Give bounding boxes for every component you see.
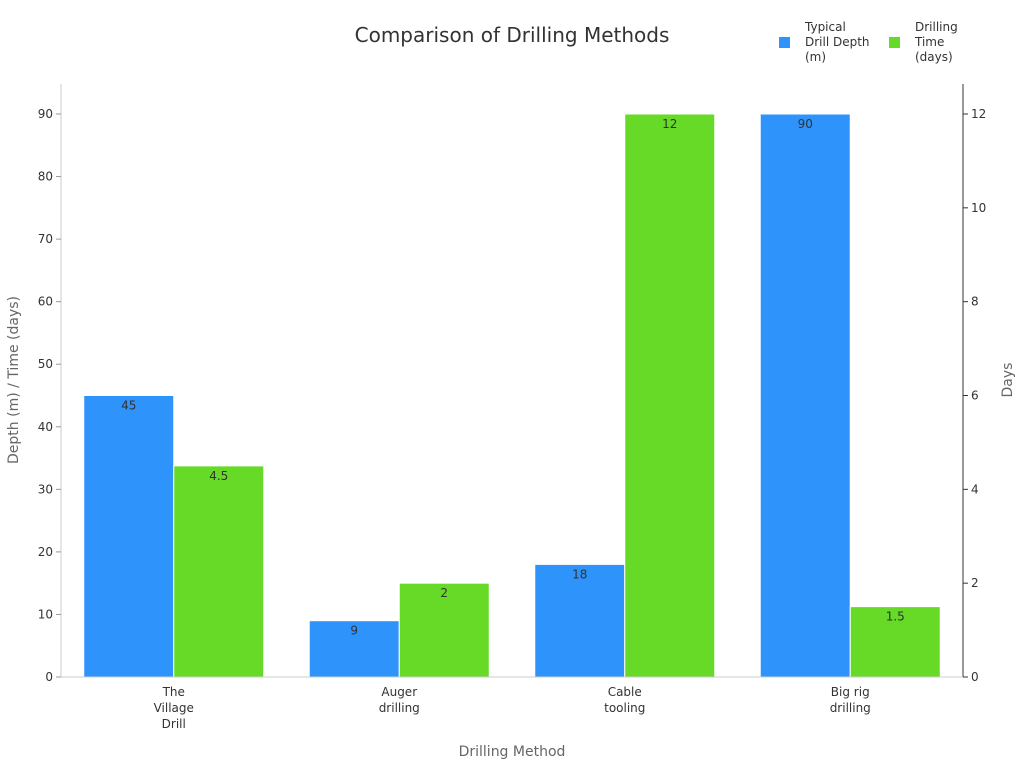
y-tick-label: 50 <box>38 357 53 371</box>
data-labels: 45 4.5 9 2 18 12 90 1.5 <box>121 117 905 638</box>
data-label: 9 <box>350 624 358 638</box>
y-tick-label: 80 <box>38 170 53 184</box>
data-label: 12 <box>662 117 677 131</box>
bar-time <box>849 606 941 678</box>
x-tick-label: Auger drilling <box>379 685 420 715</box>
x-tick-label: Big rig drilling <box>830 685 871 715</box>
chart-title: Comparison of Drilling Methods <box>355 23 670 47</box>
bar-depth <box>83 395 175 678</box>
y-right-tick-label: 6 <box>971 389 979 403</box>
bars <box>83 113 941 678</box>
y-axis-right-title: Days <box>1000 363 1016 398</box>
data-label: 45 <box>121 399 136 413</box>
legend-label: Drilling Time (days) <box>914 20 958 64</box>
data-label: 4.5 <box>209 469 228 483</box>
bar-depth <box>759 113 851 678</box>
data-label: 2 <box>440 586 448 600</box>
y-right-tick-label: 0 <box>971 670 979 684</box>
x-axis-title: Drilling Method <box>459 744 566 760</box>
bar-time <box>173 465 265 678</box>
x-tick-label: The Village Drill <box>154 685 194 731</box>
data-label: 90 <box>798 117 813 131</box>
y-axis-right: 0 2 4 6 8 10 12 <box>962 84 986 684</box>
y-right-tick-label: 12 <box>971 107 986 121</box>
legend-swatch <box>889 37 900 48</box>
y-axis-title: Depth (m) / Time (days) <box>6 296 22 464</box>
y-tick-label: 60 <box>38 295 53 309</box>
bar-depth <box>534 563 626 678</box>
y-right-tick-label: 8 <box>971 295 979 309</box>
y-tick-label: 20 <box>38 545 53 559</box>
y-axis-left: 0 10 20 30 40 50 60 70 80 90 <box>38 84 62 684</box>
bar-depth <box>308 620 400 678</box>
x-axis: The Village Drill Auger drilling Cable tooling… <box>61 676 963 731</box>
y-right-tick-label: 4 <box>971 482 979 496</box>
x-tick-label: Cable tooling <box>604 685 645 715</box>
bar-time <box>624 113 716 678</box>
y-tick-label: 0 <box>45 670 53 684</box>
bar-time <box>398 582 490 678</box>
y-tick-label: 30 <box>38 482 53 496</box>
y-right-tick-label: 2 <box>971 576 979 590</box>
legend: Typical Drill Depth (m) Drilling Time (days) <box>779 20 958 64</box>
data-label: 18 <box>572 567 587 581</box>
y-tick-label: 90 <box>38 107 53 121</box>
y-tick-label: 40 <box>38 420 53 434</box>
data-label: 1.5 <box>886 610 905 624</box>
y-tick-label: 70 <box>38 232 53 246</box>
y-right-tick-label: 10 <box>971 201 986 215</box>
legend-label: Typical Drill Depth (m) <box>804 20 870 64</box>
legend-swatch <box>779 37 790 48</box>
y-tick-label: 10 <box>38 607 53 621</box>
